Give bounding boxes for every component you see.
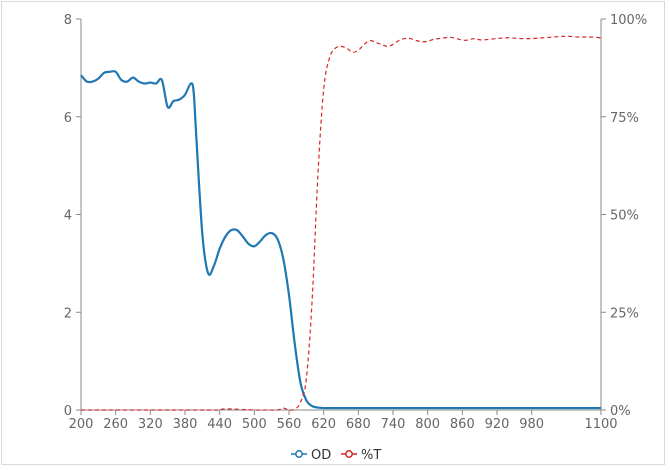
series-group bbox=[80, 35, 602, 411]
series-line-transmission bbox=[81, 35, 602, 411]
y-left-tick-label: 6 bbox=[64, 111, 72, 126]
legend-label: OD bbox=[311, 448, 331, 463]
series-line-od bbox=[80, 70, 601, 410]
legend-marker-icon bbox=[295, 450, 303, 458]
x-tick-label: 200 bbox=[69, 417, 94, 432]
x-tick-label: 1100 bbox=[584, 417, 617, 432]
legend-label: %T bbox=[361, 448, 381, 463]
y-left-tick-label: 4 bbox=[64, 209, 72, 224]
y-left-tick-label: 8 bbox=[64, 13, 72, 28]
y-right-tick-label: 0% bbox=[610, 404, 631, 419]
chart-frame bbox=[1, 1, 665, 465]
x-tick-label: 260 bbox=[103, 417, 128, 432]
x-tick-label: 680 bbox=[346, 417, 371, 432]
x-tick-label: 740 bbox=[381, 417, 406, 432]
y-right-axis-ticks: 0% 25% 50% 75% 100% bbox=[601, 13, 647, 419]
x-tick-label: 440 bbox=[207, 417, 232, 432]
x-tick-label: 800 bbox=[415, 417, 440, 432]
y-left-tick-label: 0 bbox=[64, 404, 72, 419]
axes bbox=[80, 19, 602, 411]
x-tick-label: 620 bbox=[311, 417, 336, 432]
y-right-tick-label: 50% bbox=[610, 209, 639, 224]
legend: OD %T bbox=[291, 448, 381, 463]
x-tick-label: 320 bbox=[138, 417, 163, 432]
y-left-axis-ticks: 0 2 4 6 8 bbox=[64, 13, 81, 419]
legend-marker-icon bbox=[345, 450, 353, 458]
y-right-tick-label: 75% bbox=[610, 111, 639, 126]
x-tick-label: 380 bbox=[173, 417, 198, 432]
y-left-tick-label: 2 bbox=[64, 306, 72, 321]
y-right-tick-label: 25% bbox=[610, 306, 639, 321]
x-tick-label: 920 bbox=[485, 417, 510, 432]
x-tick-label: 860 bbox=[450, 417, 475, 432]
y-right-tick-label: 100% bbox=[610, 13, 647, 28]
x-axis-ticks: 200 260 320 380 440 500 560 620 680 740 800 860 920 9… bbox=[69, 410, 618, 432]
x-tick-label: 980 bbox=[519, 417, 544, 432]
x-tick-label: 560 bbox=[277, 417, 302, 432]
x-tick-label: 500 bbox=[242, 417, 267, 432]
